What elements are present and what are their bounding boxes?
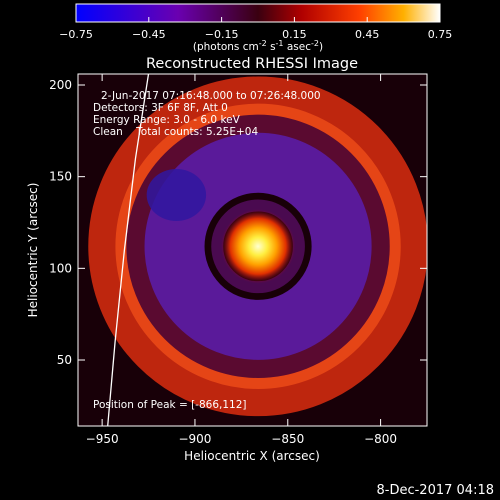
colorbar-unit-label: (photons cm-2 s-1 asec-2) — [193, 39, 323, 53]
clean-counts-text: Clean Total counts: 5.25E+04 — [93, 126, 258, 138]
y-axis-label: Heliocentric Y (arcsec) — [26, 183, 40, 318]
x-tick-label-0: −950 — [86, 432, 119, 446]
x-tick-label-1: −900 — [178, 432, 211, 446]
dark-ring — [144, 132, 372, 360]
mid-band — [126, 114, 390, 378]
inner-dark-band — [211, 199, 305, 294]
footer-date: 8-Dec-2017 04:18 — [376, 483, 495, 498]
energy-range-text: Energy Range: 3.0 - 6.0 keV — [93, 114, 241, 126]
colorbar-tick-label-3: 0.15 — [282, 28, 307, 41]
x-tick-label-2: −850 — [271, 432, 304, 446]
colorbar-tick-label-2: −0.15 — [205, 28, 239, 41]
y-axis-ticks: 50 100 150 200 — [49, 78, 427, 367]
chart-title: Reconstructed RHESSI Image — [146, 56, 358, 72]
blue-patch — [146, 169, 207, 221]
x-axis-ticks: −950 −900 −850 −800 — [86, 74, 397, 446]
x-axis-label: Heliocentric X (arcsec) — [184, 449, 320, 463]
bright-arc — [88, 76, 427, 417]
peak-position-text: Position of Peak = [-866,112] — [93, 399, 247, 411]
core-source — [220, 209, 296, 284]
y-tick-label-3: 200 — [49, 78, 72, 92]
colorbar — [75, 3, 441, 23]
y-tick-label-1: 100 — [49, 261, 72, 275]
colorbar-tick-label-0: −0.75 — [59, 28, 93, 41]
solar-limb — [107, 74, 150, 426]
heatmap-image — [78, 74, 427, 426]
colorbar-tick-label-1: −0.45 — [132, 28, 166, 41]
y-tick-label-0: 50 — [57, 353, 72, 367]
x-tick-label-3: −800 — [364, 432, 397, 446]
detectors-text: Detectors: 3F 6F 8F, Att 0 — [93, 102, 228, 114]
plot-frame — [77, 73, 428, 427]
y-tick-label-2: 150 — [49, 170, 72, 184]
colorbar-tick-label-5: 0.75 — [428, 28, 453, 41]
time-range-text: 2-Jun-2017 07:16:48.000 to 07:26:48.000 — [101, 90, 321, 102]
colorbar-ticks: −0.75 −0.45 −0.15 0.15 0.45 0.75 — [59, 17, 452, 41]
colorbar-tick-label-4: 0.45 — [355, 28, 380, 41]
